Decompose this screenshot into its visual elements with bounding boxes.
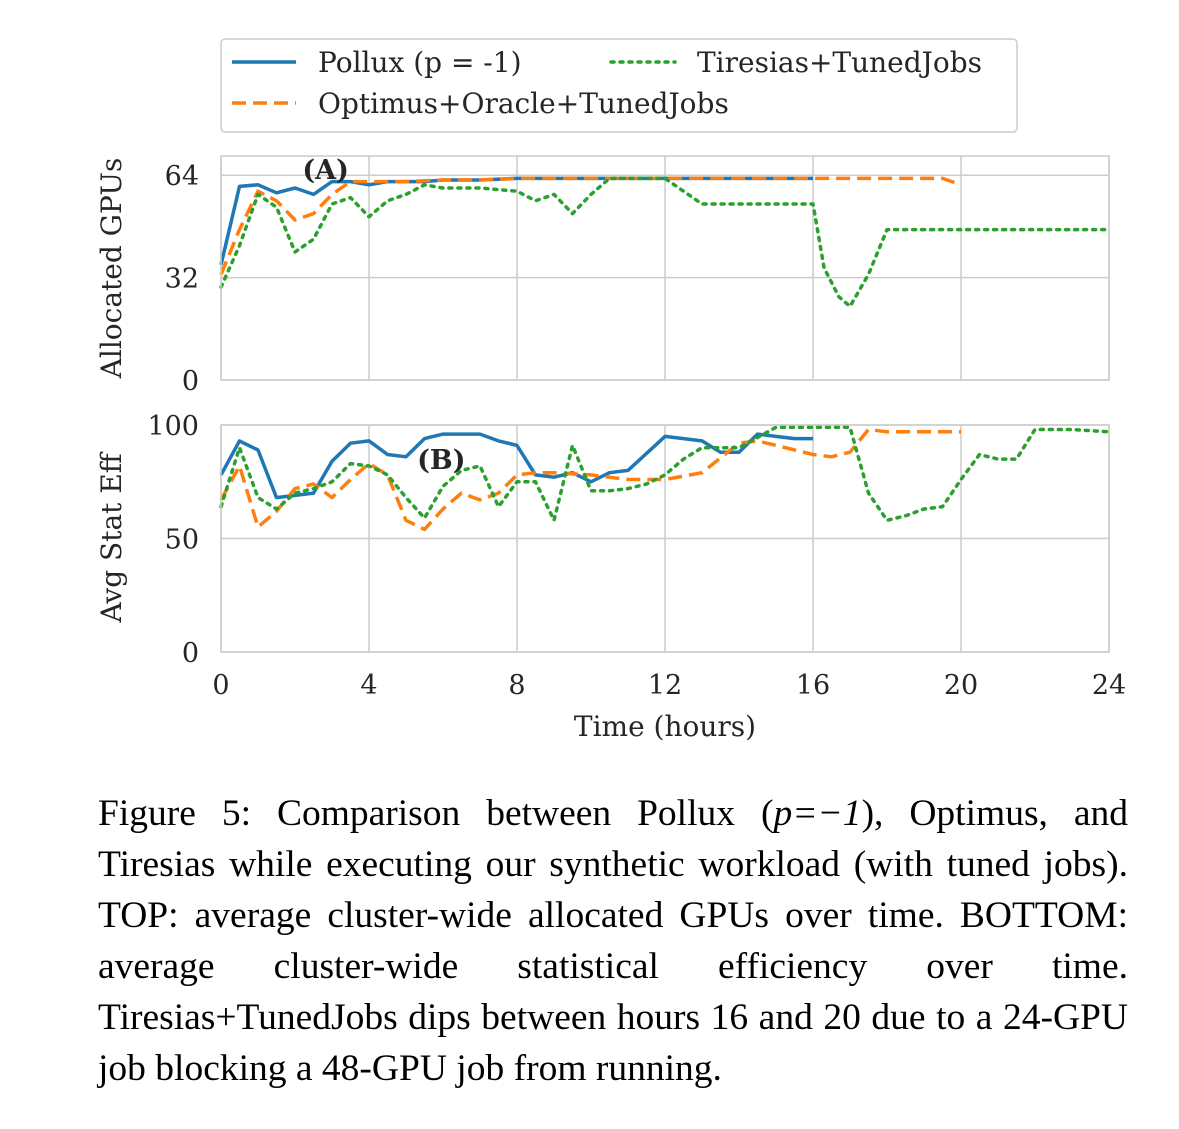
legend: Pollux (p = -1) Tiresias+TunedJobs Optim…: [220, 38, 1018, 133]
x-tick-labels: 0 4 8 12 16 20 24: [212, 670, 1126, 701]
x-tick-0: 0: [212, 670, 229, 701]
top-series-tiresias-tunedjobs: [219, 176, 1111, 309]
x-tick-8: 8: [508, 670, 525, 701]
x-tick-12: 12: [648, 670, 682, 701]
x-tick-24: 24: [1092, 670, 1126, 701]
annotation-b: (B): [417, 445, 465, 476]
bot-y-tick-0: 0: [182, 638, 199, 669]
bottom-series-lines: [219, 425, 1111, 532]
legend-label-pollux: Pollux (p = -1): [318, 46, 522, 79]
bottom-plot-frame: [220, 424, 1110, 653]
annotation-a: (A): [302, 155, 349, 186]
caption-text-after: ), Optimus, and Tiresias while executing…: [98, 793, 1128, 1089]
top-y-axis-title: Allocated GPUs: [95, 158, 128, 380]
bottom-gridlines: [220, 424, 1110, 653]
top-series-lines: [219, 176, 1111, 309]
top-y-tick-32: 32: [165, 264, 199, 295]
top-plot-frame: [220, 155, 1110, 381]
bot-series-optimus-oracle-tunedjobs: [219, 427, 961, 532]
top-y-tick-0: 0: [182, 366, 199, 397]
top-y-tick-labels: 0 32 64: [165, 161, 199, 397]
bottom-y-axis-title: Avg Stat Eff: [95, 451, 128, 623]
bot-series-tiresias-tunedjobs: [219, 425, 1111, 523]
legend-label-optimus: Optimus+Oracle+TunedJobs: [318, 87, 729, 120]
allocated-gpus-panel: 0 32 64 (A) Allocated GPUs: [95, 155, 1111, 397]
legend-frame: [220, 38, 1018, 133]
x-tick-16: 16: [796, 670, 830, 701]
x-tick-4: 4: [360, 670, 377, 701]
caption-label: Figure 5:: [98, 793, 252, 834]
bottom-y-tick-labels: 0 50 100: [147, 411, 199, 669]
top-gridlines: [220, 156, 1110, 381]
x-tick-20: 20: [944, 670, 978, 701]
bot-y-tick-100: 100: [147, 411, 199, 442]
figure-caption: Figure 5: Comparison between Pollux (p=−…: [98, 788, 1128, 1094]
top-y-tick-64: 64: [165, 161, 199, 192]
legend-label-tiresias: Tiresias+TunedJobs: [697, 46, 982, 79]
bot-y-tick-50: 50: [165, 525, 199, 556]
caption-text-before: Comparison between Pollux (: [276, 793, 774, 834]
top-series-optimus-oracle-tunedjobs: [219, 176, 962, 276]
bot-series-pollux-p-1: [219, 432, 813, 500]
figure: Pollux (p = -1) Tiresias+TunedJobs Optim…: [95, 38, 1126, 743]
stat-eff-panel: 0 50 100 0 4 8 12 16 20 24 (B) Avg Stat Eff Time…: [95, 411, 1126, 743]
x-axis-title: Time (hours): [574, 710, 756, 743]
caption-math: p=−1: [773, 793, 862, 834]
